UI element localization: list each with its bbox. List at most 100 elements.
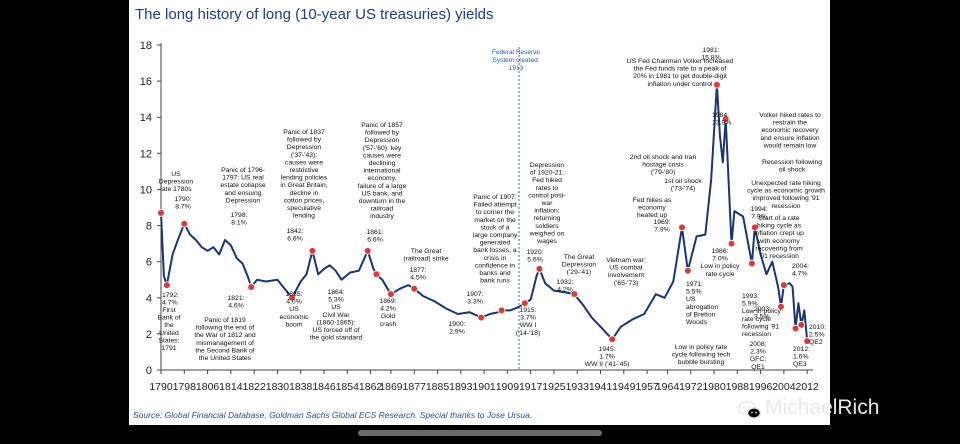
chart-annotation: 1984: 13.9% <box>712 112 731 127</box>
highlight-point <box>727 239 736 248</box>
highlight-point <box>780 281 788 289</box>
x-tick-label: 1869 <box>379 381 403 393</box>
highlight-point <box>608 335 616 344</box>
highlight-point <box>308 247 317 255</box>
chart-annotation: Panic of 1796-1797: US real estate collap… <box>220 167 266 204</box>
chart-annotation: 1861: 6.6% <box>366 229 383 244</box>
chart-annotation: 1993: 5.9% Low in policy rate cycle followin… <box>742 293 782 338</box>
x-tick-label: 1885 <box>426 381 450 393</box>
highlight-point <box>803 337 811 345</box>
x-tick-label: 1862 <box>359 381 383 393</box>
x-tick-label: 1988 <box>726 381 750 393</box>
chart-annotation: 1798: 8.1% <box>230 212 247 227</box>
x-tick-label: 1909 <box>496 381 520 393</box>
x-tick-label: 1893 <box>449 381 473 393</box>
y-tick-label: 4 <box>146 293 152 305</box>
chart-annotation: Low in policy rate cycle following tech bu… <box>672 344 731 366</box>
chart-annotation: 2010: 2.5% QE2 <box>809 324 826 346</box>
chart-annotation: 1835: 4.0% US economic boom <box>279 291 309 328</box>
y-tick-label: 8 <box>146 221 152 233</box>
chart-annotation: Start of a rate hiking cycle as inflation … <box>754 215 804 260</box>
y-tick-label: 0 <box>146 365 152 377</box>
x-tick-label: 1901 <box>472 381 496 393</box>
chart-annotation: 1907: 3.3% <box>466 291 483 306</box>
chart-annotation: 1842: 6.6% <box>286 228 303 243</box>
x-tick-label: 1830 <box>266 381 290 393</box>
y-tick-label: 16 <box>140 76 152 88</box>
highlight-point <box>180 219 189 228</box>
x-tick-label: 1790 <box>149 381 173 393</box>
x-tick-label: 1941 <box>589 381 613 393</box>
x-tick-label: 1838 <box>289 381 313 393</box>
chart-annotation: First Bank of the United States: 1791 <box>157 307 180 352</box>
chart-annotation: 1877: 4.5% <box>409 267 426 282</box>
chart-annotation: Fed hikes as economy heated up <box>633 197 672 219</box>
chart-annotation: 2003: 3.5% <box>754 306 771 321</box>
highlight-point <box>372 270 381 279</box>
chart-source: Source: Global Financial Database, Goldm… <box>133 410 533 420</box>
x-tick-label: 1964 <box>656 381 680 393</box>
y-tick-label: 18 <box>140 40 152 52</box>
highlight-point <box>750 223 759 232</box>
chart-annotation: US Fed Chairman Volker increased the Fed … <box>627 58 734 88</box>
highlight-point <box>363 247 372 255</box>
chart-annotation: 2004: 4.7% <box>792 263 809 278</box>
chart-annotation: 1900: 2.9% <box>448 321 465 336</box>
highlight-point <box>247 283 256 291</box>
x-tick-label: 1972 <box>679 381 703 393</box>
chart-annotation: US Depression late 1780s <box>159 171 194 193</box>
chart-annotation: Unexpected rate hiking cycle as economic … <box>747 180 825 210</box>
chart-annotation: Depression of 1920-21: Fed hiked rates to co… <box>528 162 565 245</box>
highlight-point <box>713 80 721 89</box>
chart-annotation: 2012: 1.6% QE3 <box>793 346 810 368</box>
chart-annotation: 1932: 4.2% <box>556 279 573 294</box>
x-tick-label: 1822 <box>242 381 266 393</box>
highlight-point <box>521 299 529 307</box>
chat-bubbles-icon <box>738 400 762 419</box>
highlight-point <box>157 209 165 217</box>
chart-annotation: The Great (railroad) strike <box>403 248 449 263</box>
chart-annotation: 1915: 3.7% WW I ('14-'18) <box>516 307 541 337</box>
chart-annotation: Volker hiked rates to restrain the economi… <box>759 112 821 149</box>
x-tick-label: 1798 <box>173 381 197 393</box>
chart-annotation: 1945: 1.7% WW II ('41-'45) <box>585 346 630 368</box>
chart-panel: The long history of long (10-year US tre… <box>129 0 830 425</box>
x-tick-label: 1957 <box>635 381 659 393</box>
chart-annotation: 1792: 4.7% <box>162 292 179 307</box>
highlight-point <box>748 259 756 268</box>
x-tick-label: 2004 <box>772 381 796 393</box>
chart-annotation: Panic of 1907: Failed attempt to corner th… <box>473 194 518 285</box>
highlight-point <box>410 284 419 293</box>
x-tick-label: 1933 <box>566 381 590 393</box>
y-tick-label: 10 <box>140 184 152 196</box>
chart-annotation: 1869: 4.2% Gold crash <box>379 298 396 328</box>
highlight-point <box>288 293 296 302</box>
home-indicator[interactable] <box>358 430 602 436</box>
x-tick-label: 1846 <box>312 381 336 393</box>
highlight-point <box>535 265 544 273</box>
x-tick-label: 1925 <box>542 381 566 393</box>
watermark-text: MichaelRich <box>765 396 880 419</box>
highlight-point <box>721 115 730 123</box>
fed-reference-label: Federal Reserve <box>492 49 540 56</box>
highlight-point <box>678 223 686 232</box>
chart-annotation: 1864: 5.3% US Civil War (1860-1865): US force… <box>310 289 363 342</box>
chart-title: The long history of long (10-year US tre… <box>135 6 494 23</box>
y-tick-label: 2 <box>146 329 152 341</box>
chart-annotation: Recession following oil shock <box>762 159 822 174</box>
chart-annotation: 1790: 8.7% <box>174 196 191 211</box>
highlight-point <box>684 266 692 275</box>
chart-annotation: 1971: 5.5% US abrogation of Bretton Woods <box>686 281 718 326</box>
chart-annotation: 1920: 5.6% <box>526 249 543 264</box>
highlight-point <box>497 306 506 315</box>
x-tick-label: 1949 <box>612 381 636 393</box>
highlight-point <box>791 324 800 333</box>
chart-annotation: The Great Depression ('29-'41) <box>562 254 597 276</box>
chart-annotation: 1969: 7.9% <box>653 219 670 234</box>
y-tick-label: 12 <box>140 148 152 160</box>
highlight-point <box>777 303 785 311</box>
fed-reference-label: 1913 <box>509 65 524 72</box>
x-tick-label: 1854 <box>336 381 360 393</box>
highlight-point <box>163 281 171 289</box>
